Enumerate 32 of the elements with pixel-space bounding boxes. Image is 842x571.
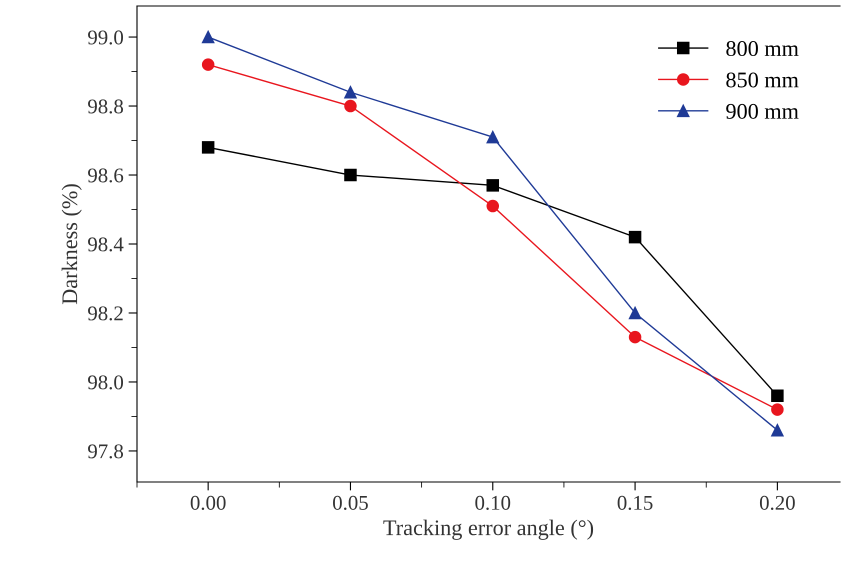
y-tick-label: 98.6 bbox=[88, 168, 124, 183]
legend-label: 900 mm bbox=[726, 104, 799, 119]
y-tick-label: 97.8 bbox=[88, 444, 124, 458]
x-tick-label: 0.10 bbox=[475, 496, 510, 510]
point bbox=[344, 86, 357, 98]
point bbox=[344, 100, 357, 112]
x-tick-label: 0.15 bbox=[618, 496, 652, 510]
y-tick-label: 98.0 bbox=[88, 375, 124, 390]
legend-label: 850 mm bbox=[726, 72, 799, 88]
point bbox=[344, 168, 357, 182]
point bbox=[628, 330, 642, 344]
legend-label: 800 mm bbox=[726, 41, 799, 56]
point bbox=[628, 230, 642, 244]
y-tick-label: 98.8 bbox=[88, 99, 124, 114]
point bbox=[486, 200, 500, 212]
y-tick-label: 98.2 bbox=[88, 306, 123, 321]
point bbox=[202, 141, 214, 154]
point bbox=[771, 403, 784, 416]
point bbox=[486, 130, 500, 144]
x-axis-title: Tracking error angle (°) bbox=[383, 520, 594, 540]
point bbox=[202, 30, 214, 44]
y-tick-label: 98.4 bbox=[88, 237, 124, 252]
point bbox=[486, 179, 500, 192]
point bbox=[771, 390, 784, 402]
point bbox=[628, 306, 642, 320]
y-tick-label: 99.0 bbox=[88, 30, 124, 45]
x-tick-label: 0.20 bbox=[760, 496, 795, 510]
point bbox=[771, 424, 784, 437]
x-tick-label: 0.05 bbox=[333, 496, 368, 510]
y-axis-title: Darkness (%) bbox=[62, 184, 82, 304]
x-tick-label: 0.00 bbox=[190, 496, 226, 510]
point bbox=[202, 58, 214, 71]
